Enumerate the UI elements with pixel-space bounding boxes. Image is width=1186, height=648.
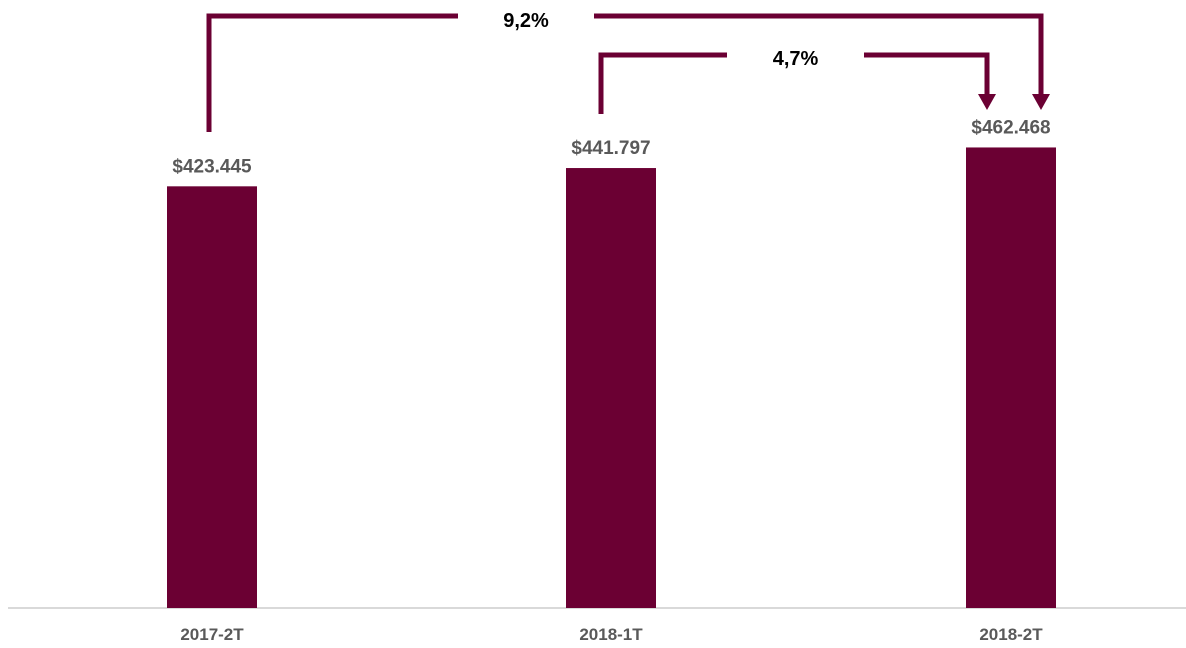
bars-group [167,147,1056,609]
growth-label-1: 9,2% [503,10,549,32]
arrow-down-icon [978,94,996,110]
bracket-right-segment [864,52,990,95]
x-tick-label-2018-1T: 2018-1T [579,625,643,644]
growth-annotations-group: 9,2% 4,7% [206,10,1050,132]
x-tick-label-2017-2T: 2017-2T [180,625,244,644]
x-tick-labels-group: 2017-2T 2018-1T 2018-2T [180,625,1043,644]
bar-2018-2T [966,147,1056,608]
bracket-left-segment [206,13,458,132]
value-label-2018-2T: $462.468 [971,117,1050,138]
value-label-2017-2T: $423.445 [172,156,252,177]
bracket-left-segment [598,52,727,114]
value-labels-group: $423.445 $441.797 $462.468 [172,117,1050,177]
x-tick-label-2018-2T: 2018-2T [979,625,1043,644]
growth-label-2: 4,7% [773,48,819,70]
bracket-right-segment [594,13,1044,95]
arrow-down-icon [1032,94,1050,110]
value-label-2018-1T: $441.797 [571,138,650,159]
growth-bracket-2: 4,7% [598,48,996,114]
bar-2018-1T [566,168,656,608]
bar-2017-2T [167,186,257,609]
growth-bracket-1: 9,2% [206,10,1050,132]
